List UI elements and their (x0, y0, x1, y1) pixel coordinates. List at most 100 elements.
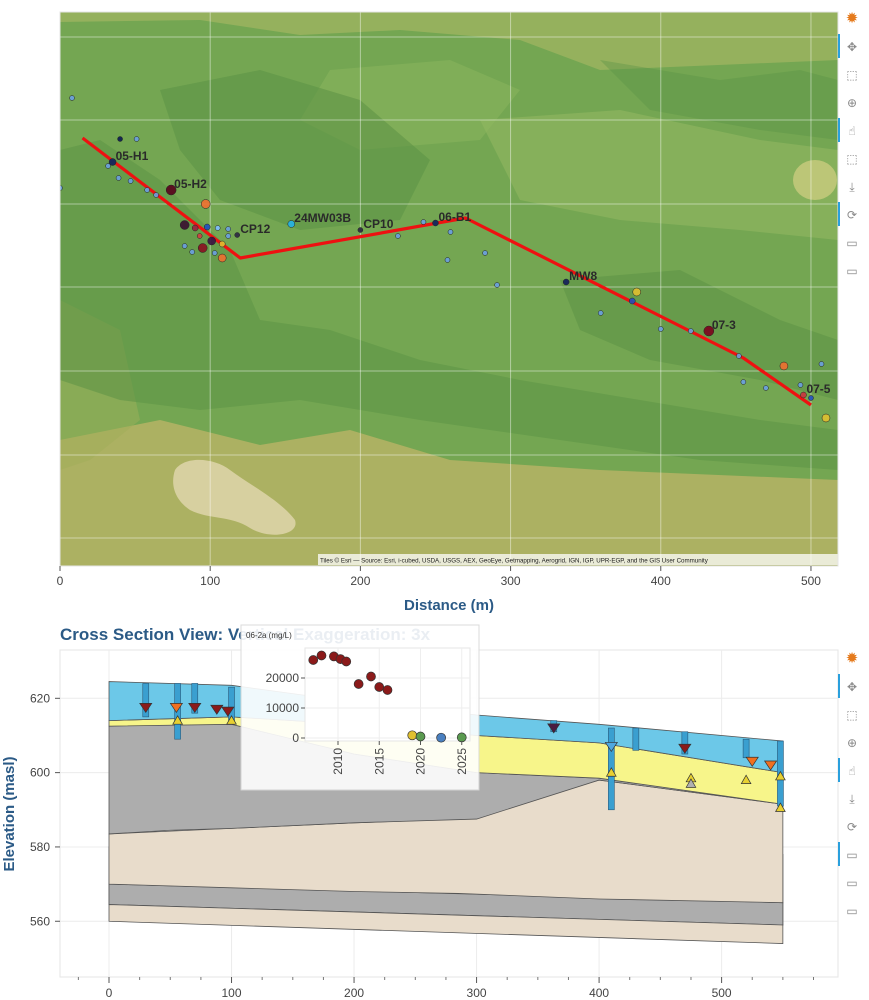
map-point[interactable] (207, 236, 216, 246)
map-panel[interactable]: 05-H1 05-H2 CP12 24MW03B CP10 06-B1 MW8 07-3 07-… (57, 11, 839, 614)
reset-icon[interactable]: ⟳ (847, 820, 857, 834)
pan-icon[interactable]: ✥ (838, 674, 857, 698)
section-marker[interactable] (775, 770, 786, 781)
map-point[interactable] (58, 185, 63, 191)
map-point[interactable] (115, 175, 122, 181)
section-marker[interactable] (775, 802, 786, 812)
hover-icon[interactable]: ▭ (838, 842, 858, 866)
map-point[interactable] (632, 287, 641, 297)
map-point[interactable] (658, 326, 664, 332)
tap-icon[interactable]: ☝ (838, 758, 856, 782)
map-points[interactable] (58, 95, 831, 423)
save-icon[interactable]: ⤓ (849, 792, 855, 806)
map-point[interactable] (395, 233, 401, 239)
map-point[interactable] (181, 243, 188, 249)
map-point[interactable] (197, 243, 208, 253)
section-marker[interactable] (169, 703, 184, 714)
map-point[interactable] (189, 249, 195, 255)
map-point[interactable] (225, 233, 231, 239)
map-point[interactable] (117, 136, 123, 142)
map-point[interactable] (818, 361, 825, 367)
section-marker[interactable] (763, 760, 778, 771)
map-point[interactable] (211, 250, 218, 256)
map-point[interactable] (127, 178, 134, 184)
section-well[interactable] (142, 683, 150, 718)
hover-icon[interactable]: ▭ (846, 236, 857, 250)
map-point[interactable] (444, 257, 451, 263)
map-point[interactable] (144, 187, 150, 193)
well-point[interactable] (703, 325, 715, 337)
map-point[interactable] (597, 310, 604, 316)
section-marker[interactable] (604, 742, 618, 753)
bokeh-logo-icon[interactable]: ✹ (846, 9, 859, 27)
section-well[interactable] (681, 731, 689, 755)
well-point[interactable] (432, 219, 439, 227)
map-point[interactable] (200, 199, 211, 209)
well-point[interactable] (562, 278, 570, 286)
map-point[interactable] (153, 192, 159, 198)
section-marker[interactable] (226, 715, 237, 725)
well-point[interactable] (234, 232, 240, 238)
map-point[interactable] (736, 353, 742, 359)
map-point[interactable] (133, 136, 140, 142)
box-select-icon[interactable]: ⬚ (846, 152, 857, 166)
map-point[interactable] (688, 328, 694, 334)
map-point[interactable] (217, 253, 227, 263)
well-point[interactable] (287, 220, 296, 228)
map-point[interactable] (821, 413, 831, 423)
section-marker[interactable] (685, 778, 697, 788)
section-layer[interactable] (108, 904, 784, 944)
bokeh-logo-icon[interactable]: ✹ (846, 649, 859, 667)
reset-icon[interactable]: ⟳ (838, 202, 857, 226)
map-point[interactable] (69, 95, 75, 101)
section-marker[interactable] (172, 715, 184, 725)
map-point[interactable] (628, 297, 636, 305)
section-line[interactable] (81, 136, 812, 407)
save-icon[interactable]: ⤓ (849, 180, 855, 194)
section-marker[interactable] (547, 723, 561, 734)
section-marker[interactable] (740, 774, 752, 785)
map-point[interactable] (482, 250, 488, 256)
well-point[interactable] (108, 158, 117, 166)
section-marker[interactable] (139, 703, 153, 714)
map-point[interactable] (779, 361, 789, 371)
map-point[interactable] (420, 219, 427, 225)
section-marker[interactable] (745, 756, 759, 767)
well-point[interactable] (357, 227, 364, 233)
pan-icon[interactable]: ✥ (838, 34, 857, 58)
section-line-path[interactable] (81, 136, 812, 407)
map-point[interactable] (214, 225, 221, 231)
section-marker[interactable] (678, 743, 692, 754)
map-point[interactable] (740, 379, 747, 385)
section-marker[interactable] (221, 706, 235, 717)
map-point[interactable] (105, 163, 111, 169)
hover-icon[interactable]: ▭ (846, 264, 857, 278)
map-point[interactable] (203, 223, 211, 231)
wheel-zoom-icon[interactable]: ⊕ (847, 96, 857, 110)
map-point[interactable] (494, 282, 500, 288)
tap-icon[interactable]: ☝ (838, 118, 856, 142)
box-zoom-icon[interactable]: ⬚ (846, 708, 857, 722)
map-point[interactable] (225, 226, 231, 232)
map-point[interactable] (797, 382, 804, 388)
map-toolbar[interactable]: ✹ ✥ ⬚ ⊕ ☝ ⬚ ⤓ ⟳ ▭ ▭ (838, 9, 858, 278)
satellite-basemap[interactable] (60, 12, 838, 566)
map-point[interactable] (196, 233, 203, 239)
map-point[interactable] (447, 229, 454, 235)
section-marker[interactable] (188, 703, 202, 714)
section-well[interactable] (742, 738, 750, 759)
map-point[interactable] (179, 220, 190, 230)
wheel-zoom-icon[interactable]: ⊕ (847, 736, 857, 750)
well-point[interactable] (165, 184, 177, 196)
section-markers[interactable] (139, 703, 786, 812)
hover-icon[interactable]: ▭ (846, 876, 857, 890)
map-point[interactable] (763, 385, 769, 391)
map-point[interactable] (191, 224, 199, 232)
section-well[interactable] (174, 683, 181, 740)
box-zoom-icon[interactable]: ⬚ (846, 68, 857, 82)
section-marker[interactable] (605, 767, 617, 777)
section-well[interactable] (191, 683, 199, 714)
well-point[interactable] (800, 391, 807, 399)
section-marker[interactable] (210, 704, 224, 715)
map-point[interactable] (218, 240, 226, 248)
